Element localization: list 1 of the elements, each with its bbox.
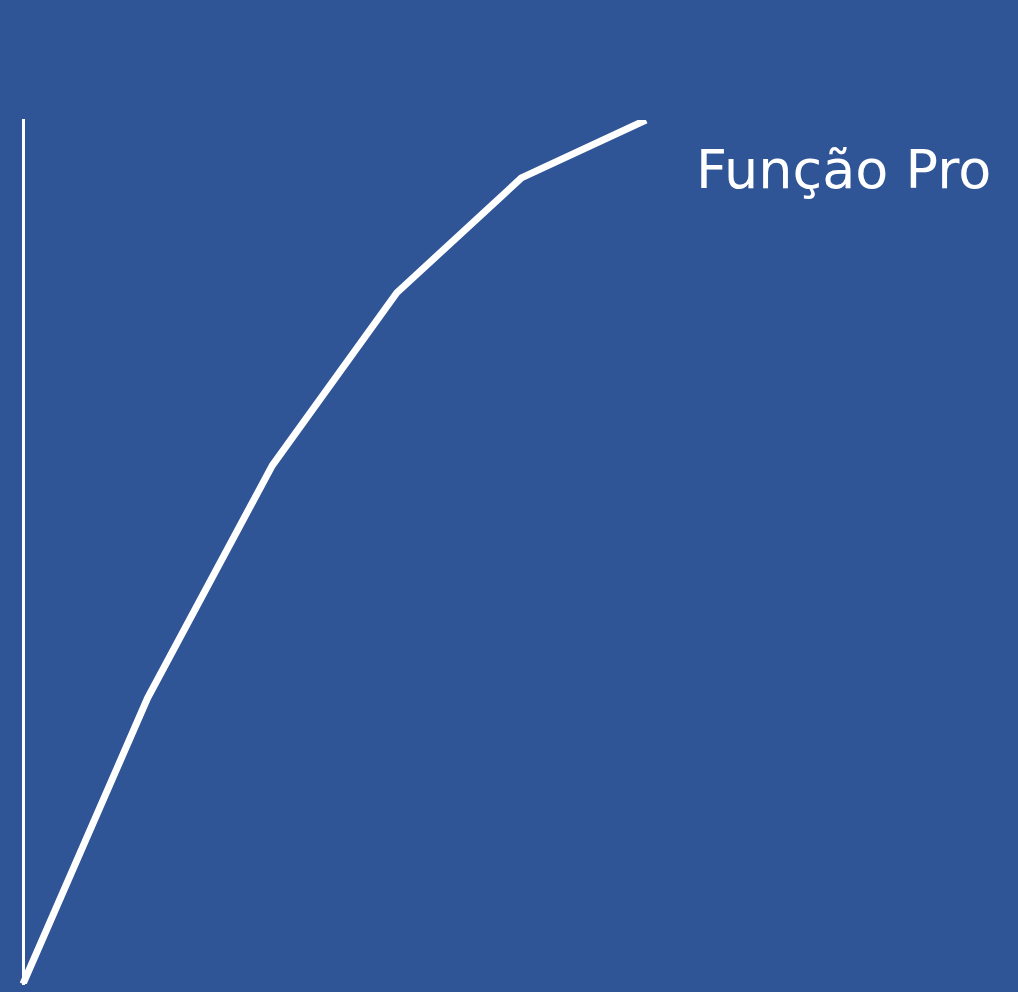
series-label: Função Pro <box>696 138 992 201</box>
